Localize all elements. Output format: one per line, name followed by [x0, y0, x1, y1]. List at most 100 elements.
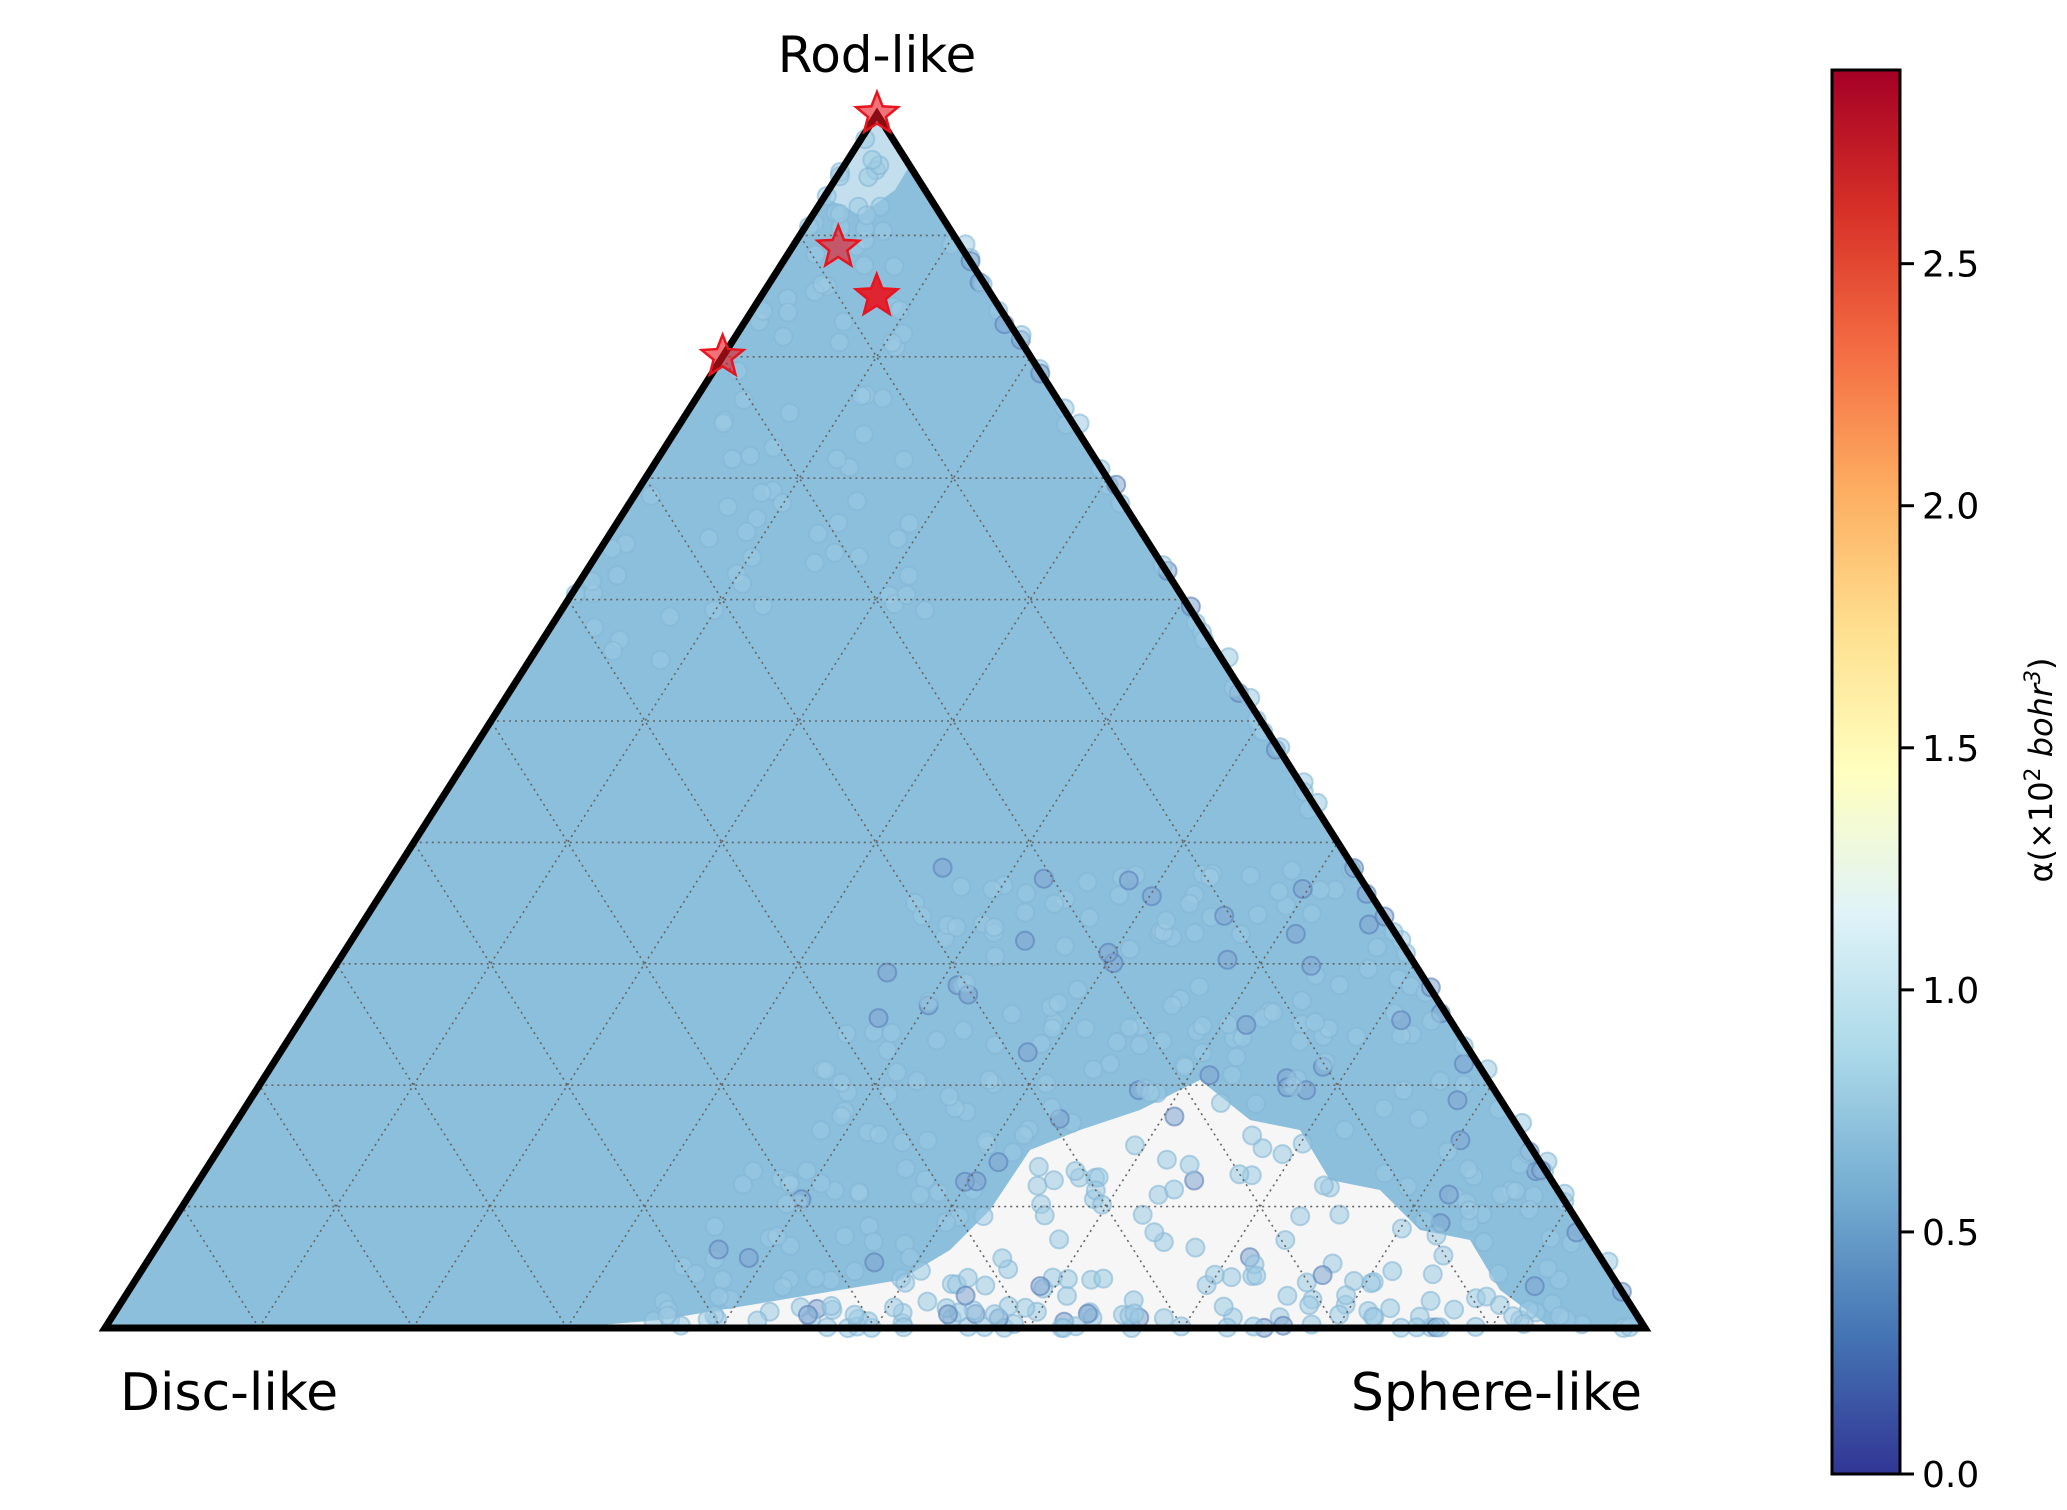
scatter-point: [976, 1130, 996, 1151]
scatter-point: [1015, 1297, 1036, 1318]
scatter-point: [1179, 893, 1200, 914]
scatter-point: [1013, 1125, 1034, 1146]
scatter-point: [1164, 1179, 1185, 1200]
scatter-point: [829, 332, 850, 353]
scatter-point: [1016, 883, 1037, 904]
scatter-point: [833, 311, 854, 332]
scatter-point: [900, 1247, 920, 1268]
scatter-point: [877, 1040, 898, 1061]
scatter-point: [1242, 1125, 1263, 1146]
scatter-point: [1391, 1010, 1412, 1031]
scatter-point: [821, 1296, 842, 1316]
scatter-point: [1075, 1018, 1096, 1039]
highlight-star: [698, 331, 747, 378]
scatter-point: [938, 1304, 958, 1325]
scatter-point: [743, 1161, 764, 1181]
scatter-point: [881, 332, 902, 353]
scatter-point: [1285, 923, 1306, 944]
scatter-point: [811, 1173, 832, 1194]
scatter-point: [1247, 904, 1268, 925]
scatter-point: [831, 1072, 852, 1093]
scatter-point: [829, 203, 850, 224]
scatter-point: [1222, 1065, 1243, 1086]
scatter-point: [1229, 1164, 1250, 1185]
scatter-point: [910, 1260, 931, 1281]
scatter-point: [810, 1120, 831, 1141]
scatter-point: [722, 449, 743, 469]
scatter-point: [975, 1275, 996, 1296]
scatter-point: [1245, 1093, 1266, 1114]
scatter-point: [864, 1252, 885, 1273]
scatter-point: [751, 482, 772, 503]
scatter-point: [1017, 1042, 1038, 1063]
scatter-point: [660, 606, 680, 627]
scatter-point: [1041, 1097, 1062, 1118]
scatter-point: [1221, 1267, 1242, 1288]
scatter-point: [1049, 1229, 1070, 1250]
scatter-point: [763, 437, 784, 458]
colorbar-tick-label: 2.0: [1922, 487, 1979, 528]
scatter-point: [1329, 1204, 1350, 1225]
scatter-point: [872, 388, 893, 409]
scatter-point: [1156, 1149, 1177, 1170]
scatter-point: [1015, 902, 1036, 923]
scatter-point: [985, 1034, 1006, 1055]
scatter-point: [740, 445, 761, 466]
scatter-point: [984, 1304, 1005, 1325]
scatter-point: [1164, 1106, 1185, 1127]
scatter-point: [1549, 1306, 1570, 1326]
scatter-point: [1282, 1076, 1303, 1096]
scatter-point: [1034, 1205, 1055, 1226]
scatter-point: [824, 542, 845, 563]
scatter-point: [1459, 1200, 1480, 1221]
scatter-point: [992, 1248, 1013, 1269]
scatter-point: [1488, 1263, 1509, 1284]
scatter-point: [1230, 924, 1251, 945]
scatter-point: [1236, 1014, 1257, 1035]
scatter-point: [1162, 995, 1183, 1016]
scatter-point: [746, 508, 767, 529]
scatter-point: [1489, 1295, 1510, 1316]
colorbar-tick-label: 1.0: [1922, 971, 1979, 1012]
scatter-point: [686, 1263, 707, 1284]
scatter-point: [1421, 1011, 1442, 1032]
scatter-point: [884, 1297, 904, 1318]
scatter-point: [717, 496, 738, 517]
scatter-point: [1100, 1053, 1121, 1074]
scatter-point: [779, 402, 800, 423]
scatter-point: [1312, 1265, 1333, 1286]
scatter-point: [1268, 881, 1289, 902]
scatter-point: [863, 1231, 884, 1252]
scatter-point: [733, 1174, 753, 1195]
scatter-point: [1291, 990, 1312, 1011]
scatter-point: [1240, 865, 1261, 886]
scatter-point: [955, 1285, 976, 1306]
scatter-point: [955, 972, 976, 993]
scatter-point: [1185, 1237, 1206, 1258]
scatter-point: [895, 1158, 916, 1179]
scatter-point: [1444, 1299, 1465, 1320]
scatter-point: [1540, 1228, 1561, 1249]
vertex-label-left: Disc-like: [120, 1363, 338, 1423]
colorbar-tick-label: 2.5: [1922, 245, 1979, 286]
scatter-point: [1015, 930, 1035, 951]
scatter-point: [862, 149, 883, 170]
scatter-point: [1420, 1290, 1441, 1311]
scatter-point: [926, 1030, 947, 1051]
scatter-point: [1422, 1264, 1443, 1285]
scatter-point: [1363, 1306, 1384, 1327]
scatter-point: [1299, 1295, 1320, 1316]
scatter-point: [834, 1226, 855, 1247]
scatter-point: [973, 1206, 994, 1227]
scatter-point: [1175, 1056, 1196, 1077]
scatter-point: [1042, 1018, 1063, 1039]
scatter-point: [1184, 922, 1205, 943]
scatter-point: [1057, 1285, 1077, 1306]
scatter-point: [887, 528, 908, 549]
scatter-point: [1199, 1065, 1220, 1086]
colorbar-ticks: 0.0 0.5 1.0 1.5 2.0 2.5: [1900, 245, 1979, 1496]
scatter-point: [1119, 939, 1140, 960]
scatter-point: [917, 1130, 938, 1151]
scatter-point: [699, 528, 719, 549]
scatter-point: [881, 1023, 902, 1043]
